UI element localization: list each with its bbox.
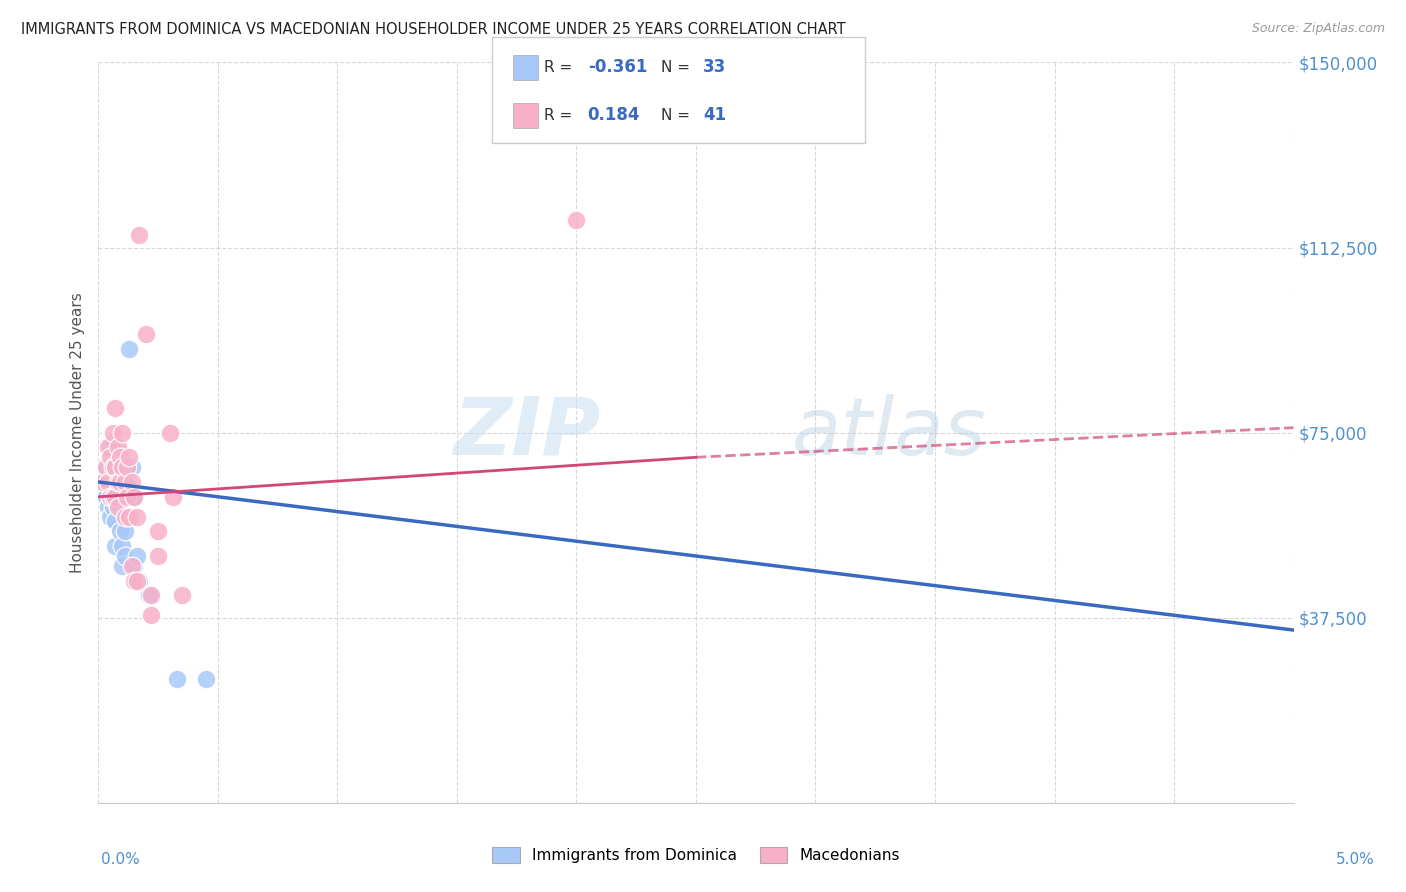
Point — [108, 460, 131, 475]
Point — [118, 509, 141, 524]
Point — [114, 509, 136, 524]
Point — [118, 450, 141, 465]
Point — [138, 589, 160, 603]
Text: N =: N = — [661, 60, 690, 75]
Point — [114, 549, 136, 563]
Point — [104, 490, 127, 504]
Point — [111, 460, 134, 475]
Point — [115, 460, 138, 475]
Point — [111, 558, 134, 573]
Point — [97, 441, 120, 455]
Point — [128, 574, 150, 588]
Point — [104, 539, 127, 553]
Point — [97, 475, 120, 489]
Point — [107, 475, 129, 489]
Point — [98, 490, 122, 504]
Point — [104, 460, 127, 475]
Point — [91, 475, 114, 489]
Point — [172, 589, 194, 603]
Legend: Immigrants from Dominica, Macedonians: Immigrants from Dominica, Macedonians — [486, 841, 905, 869]
Point — [135, 326, 157, 341]
Point — [124, 490, 146, 504]
Text: R =: R = — [544, 108, 572, 123]
Text: 5.0%: 5.0% — [1336, 852, 1375, 867]
Point — [101, 460, 124, 475]
Point — [107, 441, 129, 455]
Point — [104, 460, 127, 475]
Point — [114, 524, 136, 539]
Point — [139, 608, 162, 623]
Text: 41: 41 — [703, 106, 725, 124]
Point — [121, 558, 143, 573]
Point — [107, 500, 129, 514]
Point — [101, 435, 124, 450]
Point — [111, 425, 134, 440]
Point — [124, 574, 146, 588]
Text: 0.184: 0.184 — [588, 106, 640, 124]
Point — [565, 213, 588, 227]
Point — [128, 228, 150, 243]
Point — [121, 460, 143, 475]
Point — [159, 425, 181, 440]
Point — [111, 539, 134, 553]
Point — [101, 425, 124, 440]
Point — [94, 460, 117, 475]
Point — [139, 589, 162, 603]
Point — [121, 475, 143, 489]
Point — [115, 490, 138, 504]
Point — [97, 475, 120, 489]
Point — [94, 460, 117, 475]
Point — [101, 490, 124, 504]
Point — [124, 558, 146, 573]
Point — [124, 490, 146, 504]
Point — [115, 475, 138, 489]
Point — [101, 475, 124, 489]
Y-axis label: Householder Income Under 25 years: Householder Income Under 25 years — [69, 293, 84, 573]
Point — [125, 574, 148, 588]
Text: R =: R = — [544, 60, 572, 75]
Point — [94, 490, 117, 504]
Point — [104, 401, 127, 415]
Point — [98, 450, 122, 465]
Point — [107, 490, 129, 504]
Point — [98, 509, 122, 524]
Point — [97, 500, 120, 514]
Text: atlas: atlas — [792, 393, 987, 472]
Point — [101, 500, 124, 514]
Point — [108, 524, 131, 539]
Point — [104, 490, 127, 504]
Point — [195, 673, 218, 687]
Text: -0.361: -0.361 — [588, 58, 647, 76]
Point — [125, 509, 148, 524]
Point — [148, 549, 170, 563]
Point — [91, 484, 114, 499]
Point — [107, 475, 129, 489]
Point — [118, 460, 141, 475]
Point — [104, 515, 127, 529]
Point — [108, 450, 131, 465]
Text: 0.0%: 0.0% — [101, 852, 141, 867]
Text: 33: 33 — [703, 58, 727, 76]
Text: IMMIGRANTS FROM DOMINICA VS MACEDONIAN HOUSEHOLDER INCOME UNDER 25 YEARS CORRELA: IMMIGRANTS FROM DOMINICA VS MACEDONIAN H… — [21, 22, 846, 37]
Point — [148, 524, 170, 539]
Text: N =: N = — [661, 108, 690, 123]
Text: Source: ZipAtlas.com: Source: ZipAtlas.com — [1251, 22, 1385, 36]
Point — [114, 475, 136, 489]
Text: ZIP: ZIP — [453, 393, 600, 472]
Point — [125, 549, 148, 563]
Point — [162, 490, 184, 504]
Point — [108, 475, 131, 489]
Point — [118, 342, 141, 356]
Point — [166, 673, 188, 687]
Point — [98, 441, 122, 455]
